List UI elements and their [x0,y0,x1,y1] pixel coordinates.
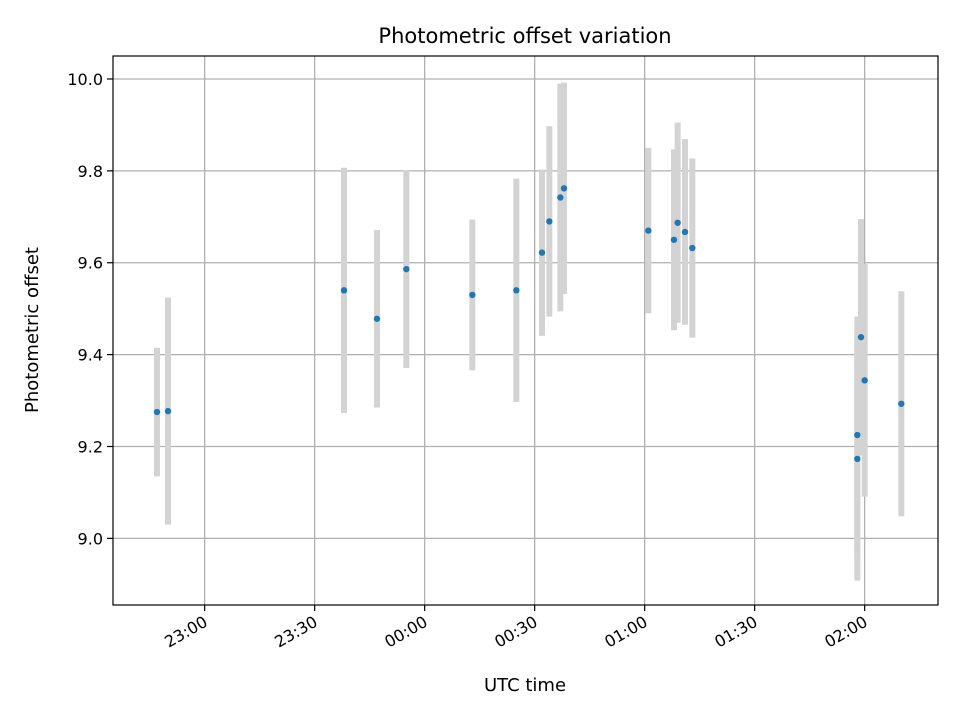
x-tick-label: 01:00 [601,612,650,652]
y-tick-label: 9.8 [78,162,103,181]
data-point [538,249,546,256]
data-point [898,400,905,407]
data-point [373,315,381,322]
x-tick-label: 00:30 [491,612,540,652]
x-tick-label: 23:00 [161,612,210,652]
data-point [546,218,553,225]
data-point [469,291,476,299]
y-tick-label: 9.2 [78,438,103,457]
x-tick-label: 00:00 [381,612,430,652]
plot-area-frame [112,55,939,606]
y-tick-label: 10.0 [67,70,103,89]
x-tick-label: 01:30 [711,612,760,652]
data-point [164,407,172,415]
y-tick-label: 9.6 [78,254,103,273]
error-bars [154,82,905,581]
data-point [513,287,520,294]
grid [113,56,938,605]
data-point [861,377,868,384]
data-point [645,227,652,234]
y-axis-label: Photometric offset [22,247,43,413]
x-tick-label: 23:30 [271,612,320,652]
data-point [674,219,681,226]
data-point [689,244,696,252]
data-point [340,287,348,294]
data-point [670,236,678,243]
x-axis-label: UTC time [484,675,566,696]
y-tick-label: 9.0 [78,529,103,548]
y-tick-label: 9.4 [78,346,103,365]
data-point [560,185,568,192]
x-tick-label: 02:00 [821,612,870,652]
data-point [857,333,865,341]
chart-title: Photometric offset variation [378,24,671,48]
data-point [681,228,689,236]
data-point [854,455,861,463]
x-axis-ticks: 23:00 23:30 00:00 00:30 01:00 01:30 02:00 [161,605,871,652]
data-point [403,265,410,273]
data-point [153,408,161,416]
data-points [153,185,905,463]
data-point [557,194,564,201]
data-point [854,431,861,439]
y-axis-ticks: 9.0 9.2 9.4 9.6 9.8 10.0 [67,70,113,548]
